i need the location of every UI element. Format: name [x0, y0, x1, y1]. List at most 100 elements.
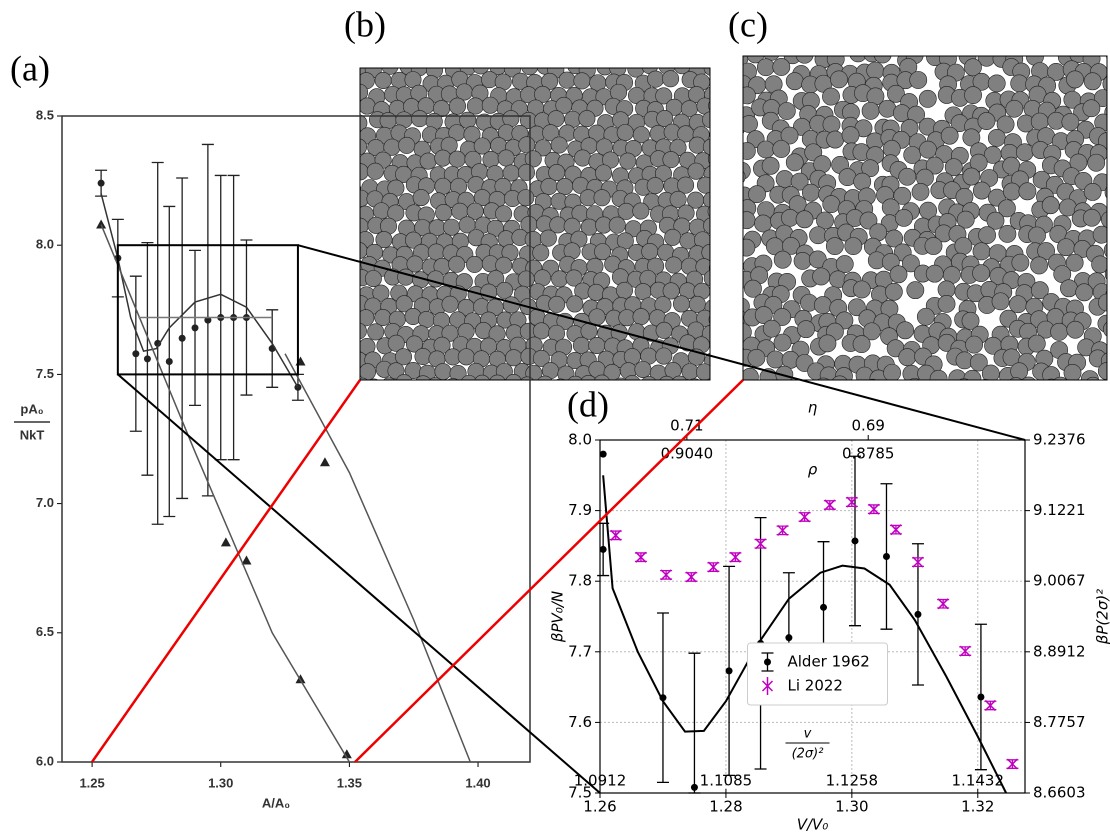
particle [1103, 243, 1107, 258]
legend-box [747, 642, 888, 706]
particle [366, 162, 384, 180]
secondary-tick-label: 0.8785 [842, 445, 895, 463]
particle [747, 348, 766, 367]
y2-tick-label: 8.7757 [1033, 713, 1086, 731]
y-tick-label: 8.0 [568, 431, 592, 449]
particle [346, 46, 362, 62]
particle [457, 348, 475, 366]
particle [809, 226, 827, 245]
particle [594, 243, 612, 261]
particle [387, 362, 405, 380]
particle [574, 149, 592, 167]
particle [1042, 366, 1060, 380]
particle [1101, 211, 1107, 229]
data-point [755, 538, 767, 550]
particle [532, 322, 550, 340]
particle [497, 149, 515, 167]
particle [876, 383, 893, 400]
particle [335, 351, 351, 367]
particle [578, 110, 596, 128]
particle [919, 140, 937, 159]
x-tick-label: 1.32 [961, 798, 994, 816]
particle [647, 257, 665, 275]
particle [859, 211, 878, 230]
particle [932, 30, 949, 47]
curve [284, 353, 472, 763]
particle [711, 177, 727, 193]
particle [672, 295, 690, 313]
particle [548, 295, 566, 313]
particle [1030, 281, 1049, 300]
particle [788, 195, 807, 214]
particle [937, 294, 956, 313]
particle [1028, 226, 1046, 245]
particle [1041, 196, 1060, 215]
particle [360, 114, 368, 132]
particle [566, 295, 584, 313]
particle [387, 334, 405, 352]
particle [822, 87, 840, 106]
particle [541, 72, 559, 90]
particle [641, 376, 656, 380]
particle [466, 255, 484, 273]
particle [336, 378, 352, 394]
particle [337, 88, 353, 104]
data-point [241, 555, 252, 565]
particle [998, 224, 1017, 243]
particle [449, 365, 467, 380]
data-point [882, 552, 890, 560]
particle [526, 49, 542, 65]
panel-label: (a) [10, 48, 50, 88]
particle [544, 48, 560, 64]
particle [395, 295, 413, 313]
data-point [977, 693, 985, 701]
y-tick-label: 7.7 [568, 642, 592, 660]
particle [1011, 253, 1030, 272]
data-point [820, 603, 828, 611]
data-point [143, 355, 151, 363]
particle [812, 267, 831, 286]
particle [743, 86, 756, 105]
particle [565, 269, 583, 287]
legend-label: Li 2022 [788, 677, 843, 695]
data-point [890, 524, 902, 536]
particle [429, 377, 442, 380]
particle [412, 189, 430, 207]
particle [461, 374, 477, 380]
data-point [635, 551, 647, 563]
particle [718, 271, 735, 288]
particle [521, 68, 539, 76]
particle [696, 97, 710, 115]
curve [602, 475, 1008, 794]
particle [1082, 99, 1101, 118]
particle [338, 165, 354, 181]
x-tick-label: 1.26 [583, 798, 616, 816]
particle [376, 48, 392, 64]
particle [790, 172, 809, 191]
data-point [96, 219, 107, 229]
particle [965, 335, 983, 354]
particle [972, 181, 991, 200]
particle [524, 150, 542, 168]
particle [1082, 208, 1101, 227]
data-point [851, 537, 859, 545]
particle [894, 208, 913, 227]
particle [1076, 30, 1093, 47]
particle [448, 150, 466, 168]
particle [958, 378, 970, 380]
snapshot-c [718, 30, 1107, 400]
particle [723, 43, 740, 60]
particle [885, 229, 904, 248]
particle [795, 56, 814, 64]
particle [360, 343, 361, 352]
particle [962, 128, 981, 147]
particle [744, 279, 762, 298]
particle [557, 365, 575, 380]
particle [813, 155, 832, 174]
particle [743, 238, 756, 257]
particle [709, 129, 710, 135]
particle [427, 243, 445, 261]
y-tick-label: 7.0 [36, 495, 54, 510]
particle [335, 138, 351, 154]
particle [656, 109, 674, 127]
